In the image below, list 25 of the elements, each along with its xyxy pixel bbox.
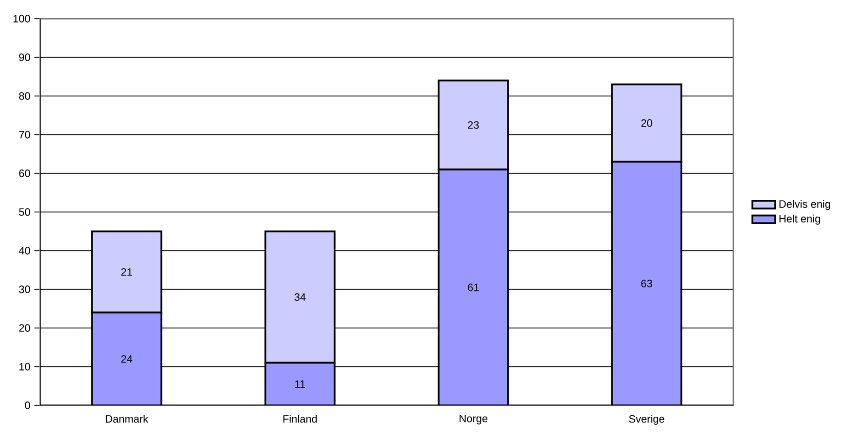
y-tick-label: 40 [18,246,30,254]
legend-label: Helt enig [780,214,820,225]
y-tick-label: 0 [24,402,30,410]
x-tick-label: Danmark [106,414,148,423]
data-label: 21 [121,268,132,276]
data-label: 34 [294,293,306,301]
x-tick-label: Sverige [629,414,664,425]
legend-label: Delvis enig [780,200,830,210]
y-tick-label: 10 [19,362,30,370]
data-label: 63 [641,280,652,288]
y-tick-label: 90 [19,54,30,62]
y-tick-label: 100 [14,14,30,22]
x-tick-label: Finland [283,414,317,423]
y-tick-label: 50 [19,208,30,216]
data-label: 11 [295,380,306,388]
y-tick-label: 30 [19,286,30,294]
data-label: 61 [468,284,479,292]
y-tick-label: 20 [19,324,30,332]
data-label: 23 [468,121,479,129]
data-label: 20 [641,119,652,127]
y-tick-label: 80 [19,92,30,100]
y-tick-label: 70 [19,130,30,138]
data-label: 24 [121,355,132,363]
y-tick-label: 60 [19,170,30,178]
x-tick-label: Norge [460,414,488,424]
